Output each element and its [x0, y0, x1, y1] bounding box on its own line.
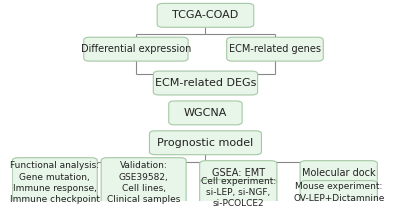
Text: Validation:
GSE39582,
Cell lines,
Clinical samples: Validation: GSE39582, Cell lines, Clinic… [107, 161, 180, 204]
Text: Mouse experiment:
OV-LEP+Dictamnine: Mouse experiment: OV-LEP+Dictamnine [293, 183, 384, 203]
Text: ECM-related DEGs: ECM-related DEGs [155, 78, 256, 88]
FancyBboxPatch shape [300, 181, 377, 204]
FancyBboxPatch shape [150, 131, 262, 155]
FancyBboxPatch shape [153, 71, 258, 95]
FancyBboxPatch shape [157, 3, 254, 27]
Text: Prognostic model: Prognostic model [157, 138, 254, 148]
Text: GSEA: EMT: GSEA: EMT [212, 168, 265, 178]
Text: Differential expression: Differential expression [81, 44, 191, 54]
FancyBboxPatch shape [200, 180, 277, 206]
FancyBboxPatch shape [169, 101, 242, 125]
FancyBboxPatch shape [227, 37, 323, 61]
Text: WGCNA: WGCNA [184, 108, 227, 118]
Text: ECM-related genes: ECM-related genes [229, 44, 321, 54]
FancyBboxPatch shape [84, 37, 188, 61]
Text: Cell experiment:
si-LEP, si-NGF,
si-PCOLCE2: Cell experiment: si-LEP, si-NGF, si-PCOL… [201, 177, 276, 208]
FancyBboxPatch shape [200, 161, 277, 185]
Text: Functional analysis:
Gene mutation,
Immune response,
Immune checkpoint: Functional analysis: Gene mutation, Immu… [10, 161, 100, 204]
Text: TCGA-COAD: TCGA-COAD [172, 10, 238, 20]
FancyBboxPatch shape [101, 158, 186, 207]
FancyBboxPatch shape [12, 158, 97, 207]
Text: Molecular dock: Molecular dock [302, 168, 376, 178]
FancyBboxPatch shape [300, 161, 377, 185]
